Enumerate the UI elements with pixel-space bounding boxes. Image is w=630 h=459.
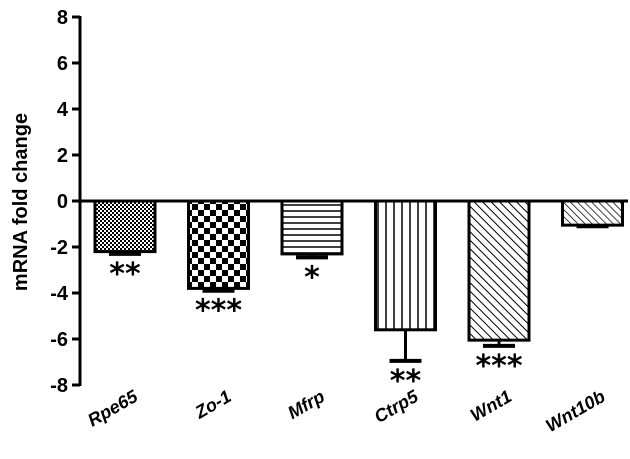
bar-mfrp <box>280 199 344 256</box>
y-axis-label: mRNA fold change <box>10 113 32 291</box>
bar-rpe65 <box>93 199 157 254</box>
significance-markers: ******** *** <box>109 257 523 399</box>
y-tick-label: 6 <box>57 53 68 75</box>
category-label-rpe65: Rpe65 <box>84 386 142 431</box>
significance-zo-1: *** <box>195 294 242 329</box>
y-tick-label: -8 <box>50 375 68 397</box>
y-tick-label: -4 <box>50 283 69 305</box>
significance-wnt1: *** <box>475 349 522 384</box>
category-labels: Rpe65 Zo-1 Mfrp Ctrp5 Wnt1 Wnt10b <box>84 386 608 436</box>
bar-wnt1 <box>467 199 531 342</box>
significance-rpe65: ** <box>109 257 141 292</box>
category-label-mfrp: Mfrp <box>284 386 328 423</box>
bar-zo-1 <box>187 199 250 290</box>
y-tick-label: 8 <box>57 7 68 29</box>
significance-mfrp: * <box>304 260 320 295</box>
error-bars <box>109 224 609 363</box>
y-tick-label: 2 <box>57 145 68 167</box>
bars <box>93 199 624 342</box>
category-label-zo-1: Zo-1 <box>191 386 235 423</box>
y-tick-label: -6 <box>50 329 68 351</box>
bar-ctrp5 <box>374 199 437 332</box>
category-label-wnt1: Wnt1 <box>467 386 515 425</box>
y-axis-ticks: 8 6 4 2 0 -2 -4 -6 -8 <box>50 7 80 397</box>
y-tick-label: 0 <box>57 191 68 213</box>
bar-wnt10b <box>561 199 624 227</box>
y-tick-label: 4 <box>57 99 69 121</box>
y-tick-label: -2 <box>50 237 68 259</box>
significance-ctrp5: ** <box>390 364 422 399</box>
category-label-wnt10b: Wnt10b <box>542 386 608 436</box>
